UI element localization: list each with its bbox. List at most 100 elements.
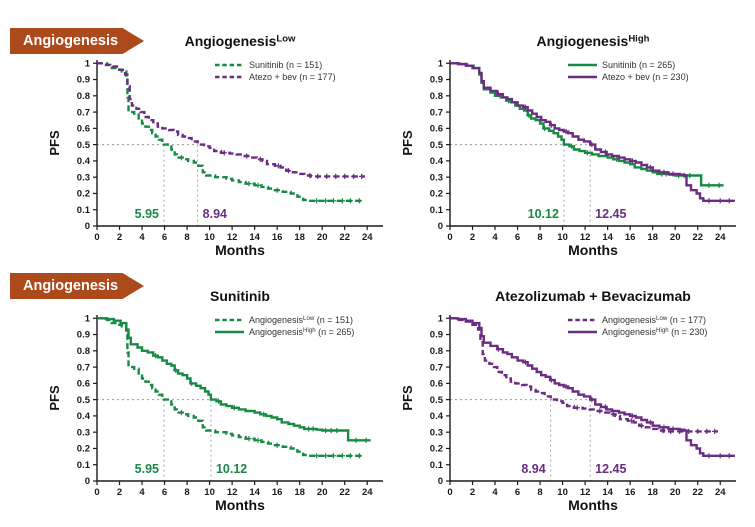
y-tick-label: 0.6 <box>77 124 90 135</box>
x-tick-label: 16 <box>625 487 636 498</box>
x-tick-label: 16 <box>272 487 283 498</box>
y-tick-label: 0.9 <box>77 75 90 86</box>
x-tick-label: 8 <box>184 487 189 498</box>
y-tick-label: 0.8 <box>77 346 90 357</box>
legend-label: Atezo + bev (n = 230) <box>602 72 689 82</box>
legend-label: AngiogenesisLow (n = 151) <box>249 315 353 325</box>
row1-arrow-text: Angiogenesis <box>23 33 119 49</box>
y-tick-label: 0.4 <box>430 411 444 422</box>
x-tick-label: 18 <box>647 232 658 243</box>
y-tick-label: 0.9 <box>77 330 90 341</box>
x-tick-label: 14 <box>249 232 260 243</box>
y-tick-label: 0.6 <box>430 379 443 390</box>
km-chart: AngiogenesisLow 1 0.9 0.8 0.7 0.6 0.5 0.4 0.3 0.2… <box>47 33 383 258</box>
legend-label: Atezo + bev (n = 177) <box>249 72 336 82</box>
y-tick-label: 0.5 <box>77 395 91 406</box>
x-tick-label: 4 <box>139 232 145 243</box>
y-tick-label: 0.6 <box>430 124 443 135</box>
x-tick-label: 22 <box>339 232 350 243</box>
legend-label: Sunitinib (n = 265) <box>602 60 675 70</box>
y-tick-label: 0.9 <box>430 75 443 86</box>
median-label: 10.12 <box>528 207 559 221</box>
panel-title: AngiogenesisHigh <box>537 33 650 49</box>
x-tick-label: 10 <box>204 232 215 243</box>
x-tick-label: 24 <box>362 487 373 498</box>
y-tick-label: 0 <box>85 476 90 487</box>
row1-angiogenesis-arrow-label: Angiogenesis <box>10 28 144 54</box>
x-tick-label: 16 <box>625 232 636 243</box>
row2-angiogenesis-arrow-label: Angiogenesis <box>10 273 144 299</box>
km-curve-sunitinib_high <box>450 62 724 187</box>
x-tick-label: 6 <box>515 487 520 498</box>
panel-title: AngiogenesisLow <box>185 33 296 49</box>
y-tick-label: 0 <box>438 476 443 487</box>
median-label: 8.94 <box>203 207 227 221</box>
km-chart: Atezolizumab + Bevacizumab 1 0.9 0.8 0.7 0.6 0… <box>400 288 736 513</box>
y-tick-label: 0 <box>438 221 443 232</box>
y-tick-label: 0.2 <box>77 189 90 200</box>
x-tick-label: 20 <box>317 487 328 498</box>
km-panel-angiogenesis-low: AngiogenesisLow 1 0.9 0.8 0.7 0.6 0.5 0.4 0.3 0.2… <box>45 30 395 270</box>
y-tick-label: 0.4 <box>77 411 91 422</box>
km-curve-atezo_bev_low <box>97 62 365 178</box>
x-tick-label: 22 <box>339 487 350 498</box>
y-tick-label: 0.4 <box>430 156 444 167</box>
y-tick-label: 0.5 <box>430 140 444 151</box>
x-tick-label: 0 <box>447 232 452 243</box>
x-tick-label: 20 <box>670 232 681 243</box>
x-tick-label: 4 <box>492 487 498 498</box>
x-tick-label: 20 <box>317 232 328 243</box>
x-axis-title: Months <box>568 242 618 258</box>
median-label: 5.95 <box>135 462 159 476</box>
km-curve-atezo_bev_high <box>450 62 735 202</box>
legend-label: AngiogenesisHigh (n = 265) <box>249 327 354 337</box>
x-tick-label: 4 <box>492 232 498 243</box>
x-tick-label: 14 <box>602 232 613 243</box>
x-tick-label: 12 <box>580 487 591 498</box>
y-axis-title: PFS <box>400 385 415 411</box>
x-tick-label: 12 <box>580 232 591 243</box>
y-tick-label: 0.8 <box>430 91 443 102</box>
x-tick-label: 4 <box>139 487 145 498</box>
y-tick-label: 0.8 <box>430 346 443 357</box>
y-tick-label: 0.1 <box>77 205 91 216</box>
y-tick-label: 0.2 <box>77 444 90 455</box>
x-tick-label: 12 <box>227 232 238 243</box>
legend-label: AngiogenesisHigh (n = 230) <box>602 327 707 337</box>
y-tick-label: 0.1 <box>430 460 444 471</box>
x-tick-label: 14 <box>249 487 260 498</box>
median-label: 12.45 <box>595 462 626 476</box>
panel-title: Sunitinib <box>210 288 270 304</box>
km-panel-atezo-bev: Atezolizumab + Bevacizumab 1 0.9 0.8 0.7 0.6 0… <box>398 285 748 525</box>
x-tick-label: 2 <box>117 487 122 498</box>
x-tick-label: 10 <box>557 232 568 243</box>
x-tick-label: 20 <box>670 487 681 498</box>
panel-title: Atezolizumab + Bevacizumab <box>495 288 691 304</box>
y-tick-label: 0.3 <box>430 172 443 183</box>
x-axis-title: Months <box>215 497 265 513</box>
y-tick-label: 1 <box>85 313 91 324</box>
km-panel-angiogenesis-high: AngiogenesisHigh 1 0.9 0.8 0.7 0.6 0.5 0.4 0.3 0.… <box>398 30 748 270</box>
y-tick-label: 0.3 <box>77 427 90 438</box>
y-tick-label: 0.7 <box>430 362 443 373</box>
x-tick-label: 12 <box>227 487 238 498</box>
x-tick-label: 0 <box>447 487 452 498</box>
x-tick-label: 8 <box>537 232 542 243</box>
x-tick-label: 2 <box>470 232 475 243</box>
y-tick-label: 0.7 <box>77 362 90 373</box>
x-tick-label: 24 <box>362 232 373 243</box>
x-tick-label: 8 <box>537 487 542 498</box>
y-tick-label: 0.2 <box>430 444 443 455</box>
x-tick-label: 6 <box>162 487 167 498</box>
y-tick-label: 1 <box>438 313 444 324</box>
x-axis-title: Months <box>568 497 618 513</box>
x-tick-label: 18 <box>294 232 305 243</box>
km-curve-atezo_bev_low <box>450 317 718 433</box>
median-label: 8.94 <box>521 462 545 476</box>
x-tick-label: 22 <box>692 232 703 243</box>
median-label: 5.95 <box>135 207 159 221</box>
km-panel-sunitinib: Sunitinib 1 0.9 0.8 0.7 0.6 0.5 0.4 0.3 0.2 0.1 0 0 2… <box>45 285 395 525</box>
y-tick-label: 0.5 <box>77 140 91 151</box>
y-tick-label: 0.5 <box>430 395 444 406</box>
